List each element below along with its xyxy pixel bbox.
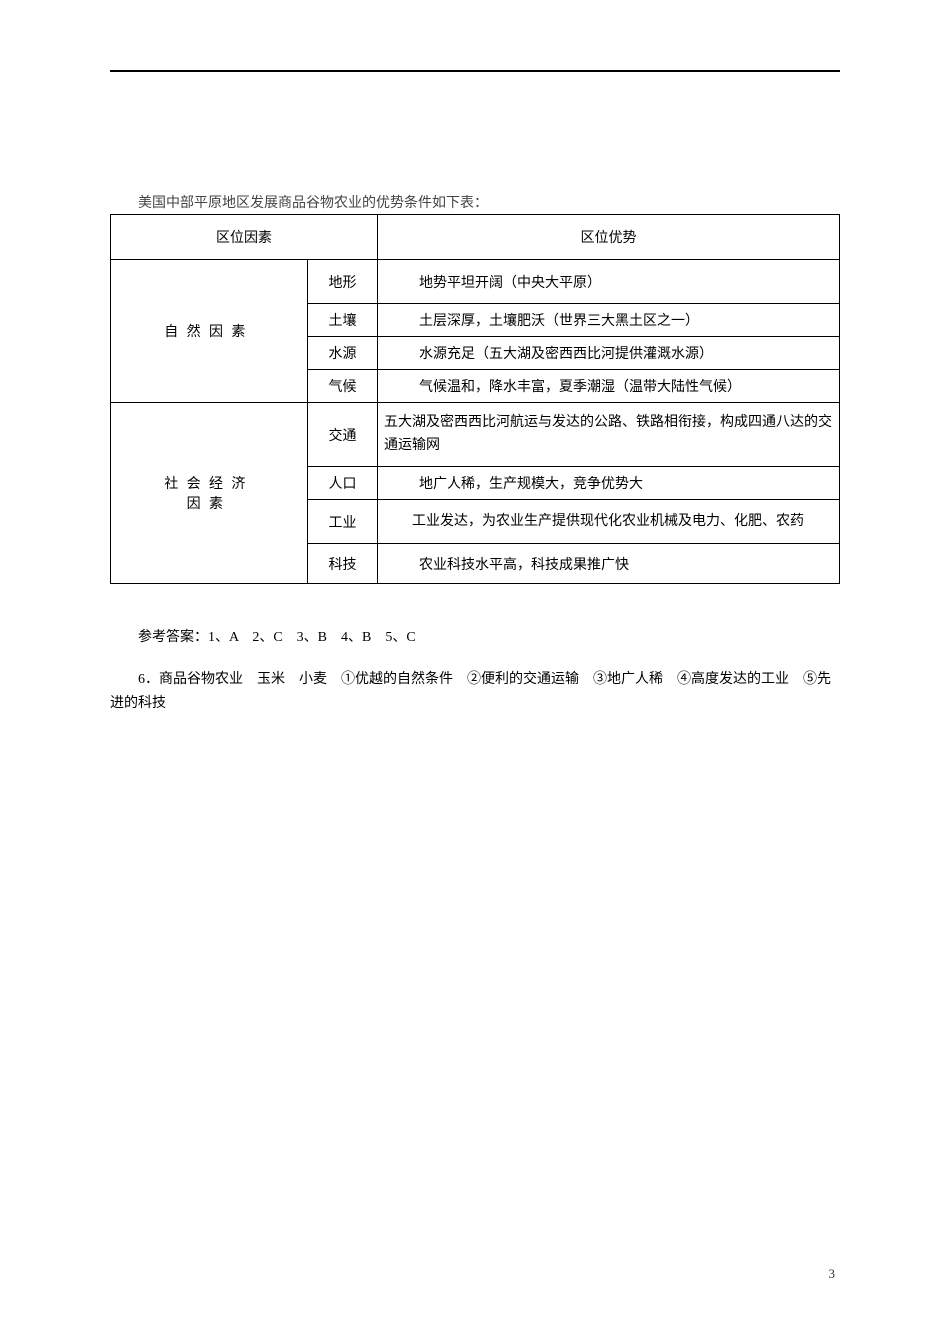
answers-line-1: 参考答案：1、A 2、C 3、B 4、B 5、C: [110, 626, 840, 650]
table-caption: 美国中部平原地区发展商品谷物农业的优势条件如下表：: [110, 192, 840, 212]
category-label-line1: 社会经济: [164, 477, 254, 492]
factor-cell: 人口: [308, 467, 378, 500]
advantage-cell: 地广人稀，生产规模大，竞争优势大: [378, 467, 840, 500]
category-label-line2: 因素: [187, 497, 232, 512]
advantage-cell: 气候温和，降水丰富，夏季潮湿（温带大陆性气候）: [378, 370, 840, 403]
factor-cell: 地形: [308, 260, 378, 304]
factor-cell: 土壤: [308, 304, 378, 337]
answers-block: 参考答案：1、A 2、C 3、B 4、B 5、C 6．商品谷物农业 玉米 小麦 …: [110, 626, 840, 715]
table-row: 自然因素 地形 地势平坦开阔（中央大平原）: [111, 260, 840, 304]
advantage-cell: 工业发达，为农业生产提供现代化农业机械及电力、化肥、农药: [378, 500, 840, 544]
location-advantage-table: 区位因素 区位优势 自然因素 地形 地势平坦开阔（中央大平原） 土壤 土层深厚，…: [110, 214, 840, 584]
advantage-cell: 地势平坦开阔（中央大平原）: [378, 260, 840, 304]
page-number: 3: [829, 1266, 836, 1282]
header-left: 区位因素: [111, 215, 378, 260]
category-natural: 自然因素: [111, 260, 308, 403]
factor-cell: 水源: [308, 337, 378, 370]
advantage-cell: 五大湖及密西西比河航运与发达的公路、铁路相衔接，构成四通八达的交通运输网: [378, 403, 840, 467]
advantage-cell: 水源充足（五大湖及密西西比河提供灌溉水源）: [378, 337, 840, 370]
table-row: 社会经济 因素 交通 五大湖及密西西比河航运与发达的公路、铁路相衔接，构成四通八…: [111, 403, 840, 467]
factor-cell: 科技: [308, 544, 378, 584]
answers-line-2: 6．商品谷物农业 玉米 小麦 ①优越的自然条件 ②便利的交通运输 ③地广人稀 ④…: [110, 668, 840, 716]
factor-cell: 工业: [308, 500, 378, 544]
header-right: 区位优势: [378, 215, 840, 260]
factor-cell: 交通: [308, 403, 378, 467]
factor-cell: 气候: [308, 370, 378, 403]
category-socioeconomic: 社会经济 因素: [111, 403, 308, 584]
header-rule: [110, 70, 840, 72]
advantage-cell: 农业科技水平高，科技成果推广快: [378, 544, 840, 584]
table-header-row: 区位因素 区位优势: [111, 215, 840, 260]
advantage-cell: 土层深厚，土壤肥沃（世界三大黑土区之一）: [378, 304, 840, 337]
